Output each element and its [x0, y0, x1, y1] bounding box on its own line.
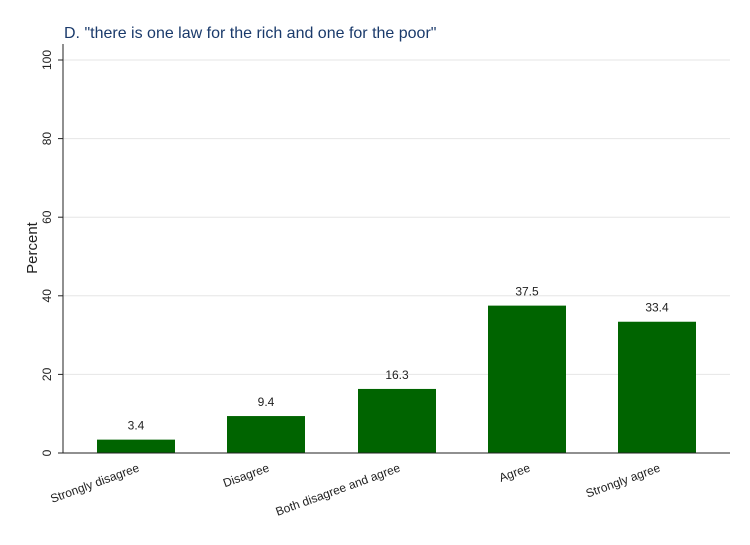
data-label: 3.4	[128, 419, 145, 433]
y-axis-title: Percent	[24, 221, 41, 274]
x-tick-label: Both disagree and agree	[274, 461, 403, 519]
data-labels: 3.4 9.4 16.3 37.5 33.4	[128, 285, 669, 433]
data-label: 37.5	[515, 285, 539, 299]
y-tick-label: 60	[40, 210, 54, 224]
x-tick-label: Agree	[497, 461, 532, 485]
x-tick-label: Strongly agree	[584, 461, 662, 501]
y-tick-label: 100	[40, 50, 54, 70]
bar	[618, 321, 696, 453]
bar	[358, 388, 436, 453]
bars	[97, 305, 696, 453]
x-tick-label: Disagree	[221, 461, 271, 491]
x-axis: Strongly disagree Disagree Both disagree a…	[48, 452, 730, 519]
bar	[97, 439, 175, 453]
y-tick-label: 0	[40, 449, 54, 456]
data-label: 33.4	[645, 301, 669, 315]
y-tick-label: 40	[40, 289, 54, 303]
y-tick-label: 80	[40, 132, 54, 146]
data-label: 9.4	[258, 395, 275, 409]
chart-title: D. "there is one law for the rich and on…	[64, 25, 436, 42]
bar	[488, 305, 566, 453]
y-axis: 0 20 40 60 80 100	[40, 44, 64, 456]
data-label: 16.3	[385, 368, 409, 382]
x-tick-label: Strongly disagree	[48, 461, 141, 506]
bar	[227, 416, 305, 453]
y-tick-label: 20	[40, 367, 54, 381]
